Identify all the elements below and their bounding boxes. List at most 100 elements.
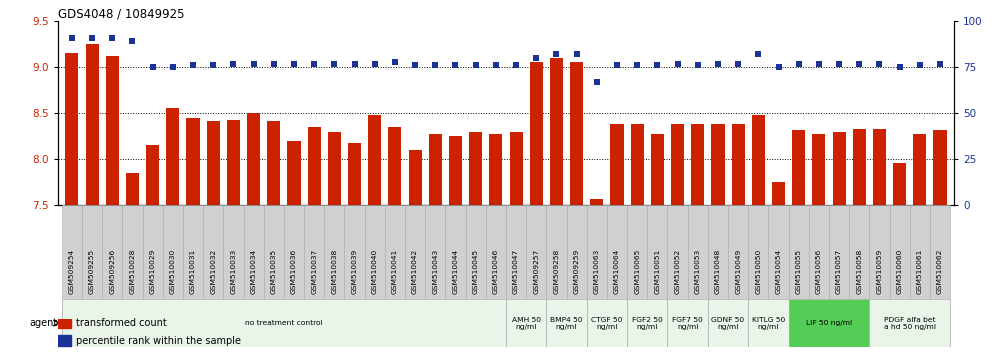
Bar: [708, 299, 748, 347]
Point: [185, 63, 201, 68]
Point: [528, 55, 544, 61]
Bar: [183, 205, 203, 299]
Bar: [264, 205, 284, 299]
Bar: [465, 205, 486, 299]
Text: percentile rank within the sample: percentile rank within the sample: [76, 336, 241, 346]
Bar: [106, 56, 119, 205]
Bar: [687, 205, 708, 299]
Bar: [933, 130, 946, 205]
Bar: [288, 141, 301, 205]
Point: [710, 61, 726, 67]
Bar: [909, 205, 930, 299]
Text: GSM509254: GSM509254: [69, 249, 75, 293]
Bar: [752, 115, 765, 205]
Point: [306, 61, 322, 67]
Point: [690, 63, 706, 68]
Text: GSM510065: GSM510065: [634, 248, 640, 293]
Bar: [611, 124, 623, 205]
Text: GSM510055: GSM510055: [796, 249, 802, 293]
Text: GSM510041: GSM510041: [392, 248, 398, 293]
Bar: [650, 133, 664, 205]
Bar: [627, 299, 667, 347]
Text: FGF7 50
ng/ml: FGF7 50 ng/ml: [672, 316, 703, 330]
Bar: [530, 62, 543, 205]
Bar: [748, 299, 789, 347]
Bar: [388, 127, 401, 205]
Point: [569, 52, 585, 57]
Bar: [691, 124, 704, 205]
Point: [266, 61, 282, 67]
Text: no treatment control: no treatment control: [245, 320, 323, 326]
Bar: [889, 205, 909, 299]
Text: GSM510035: GSM510035: [271, 249, 277, 293]
Bar: [708, 205, 728, 299]
Bar: [62, 299, 506, 347]
Point: [367, 61, 382, 67]
Bar: [58, 318, 72, 328]
Point: [649, 63, 665, 68]
Bar: [547, 299, 587, 347]
Text: agent: agent: [29, 318, 58, 328]
Bar: [449, 136, 462, 205]
Bar: [365, 205, 384, 299]
Point: [932, 61, 948, 67]
Text: GSM510047: GSM510047: [513, 248, 519, 293]
Text: GSM510037: GSM510037: [311, 248, 317, 293]
Point: [427, 63, 443, 68]
Text: AMH 50
ng/ml: AMH 50 ng/ml: [512, 316, 541, 330]
Text: GSM510060: GSM510060: [896, 248, 902, 293]
Bar: [206, 121, 220, 205]
Point: [629, 63, 645, 68]
Bar: [711, 124, 724, 205]
Bar: [428, 133, 442, 205]
Point: [165, 64, 181, 70]
Point: [286, 61, 302, 67]
Bar: [445, 205, 465, 299]
Bar: [667, 299, 708, 347]
Point: [407, 63, 423, 68]
Bar: [469, 132, 482, 205]
Text: GDS4048 / 10849925: GDS4048 / 10849925: [58, 7, 184, 20]
Bar: [772, 182, 785, 205]
Point: [831, 61, 847, 67]
Text: GSM509257: GSM509257: [533, 248, 539, 293]
Bar: [671, 124, 684, 205]
Text: GSM510052: GSM510052: [674, 248, 680, 293]
Bar: [789, 299, 870, 347]
Point: [549, 52, 565, 57]
Bar: [58, 336, 72, 346]
Bar: [103, 205, 123, 299]
Text: GSM510039: GSM510039: [352, 248, 358, 293]
Text: GSM510032: GSM510032: [210, 248, 216, 293]
Point: [750, 52, 766, 57]
Point: [912, 63, 928, 68]
Bar: [748, 205, 769, 299]
Bar: [243, 205, 264, 299]
Bar: [284, 205, 304, 299]
Bar: [872, 129, 886, 205]
Bar: [408, 150, 421, 205]
Point: [225, 61, 241, 67]
Bar: [647, 205, 667, 299]
Point: [488, 63, 504, 68]
Bar: [62, 205, 82, 299]
Bar: [769, 205, 789, 299]
Bar: [66, 53, 79, 205]
Bar: [348, 143, 362, 205]
Bar: [587, 205, 607, 299]
Bar: [425, 205, 445, 299]
Text: GSM510034: GSM510034: [251, 249, 257, 293]
Bar: [308, 127, 321, 205]
Point: [447, 63, 463, 68]
Point: [468, 63, 484, 68]
Bar: [486, 205, 506, 299]
Text: GSM510040: GSM510040: [372, 248, 377, 293]
Text: GSM510050: GSM510050: [755, 248, 761, 293]
Bar: [893, 163, 906, 205]
Text: GSM510061: GSM510061: [917, 248, 923, 293]
Bar: [732, 124, 745, 205]
Text: GSM510036: GSM510036: [291, 248, 297, 293]
Bar: [813, 133, 826, 205]
Bar: [384, 205, 405, 299]
Bar: [667, 205, 687, 299]
